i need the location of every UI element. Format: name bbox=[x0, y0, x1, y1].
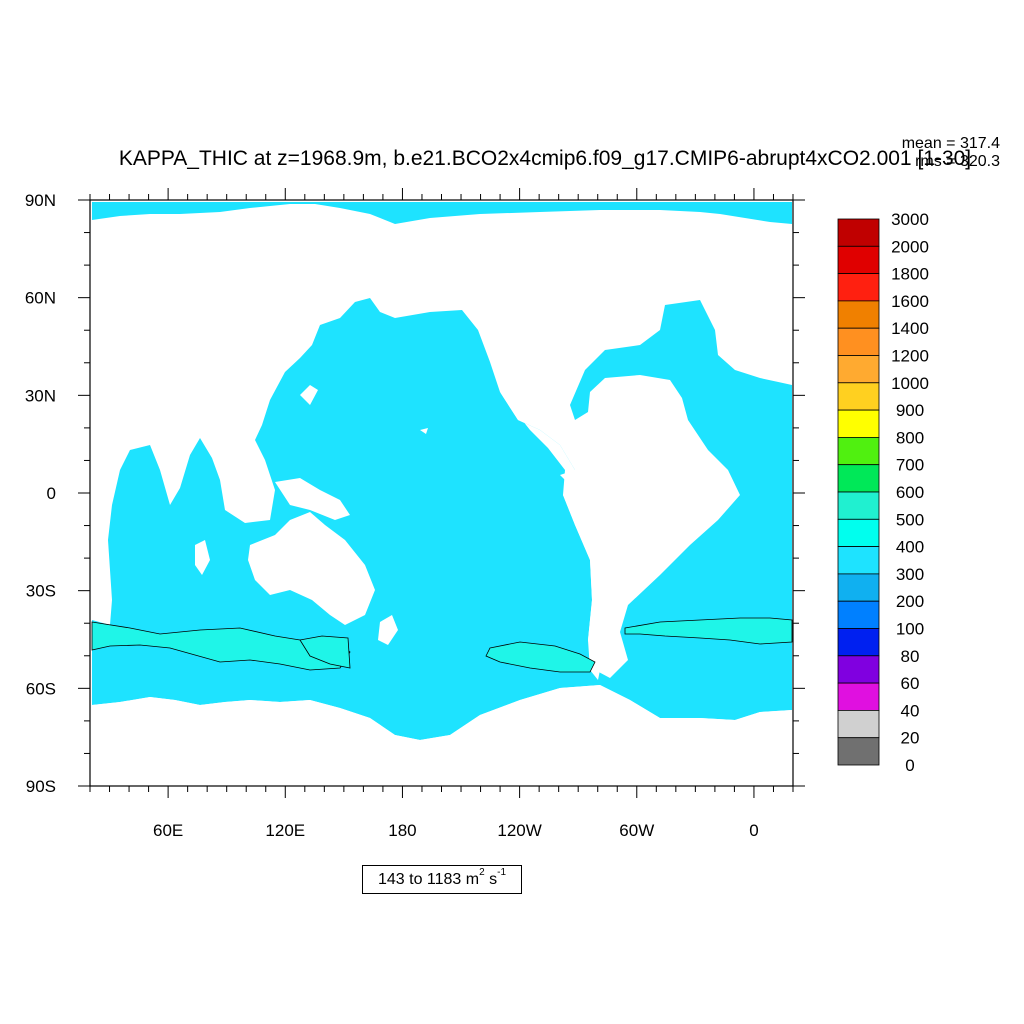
rms-label: rms = 320.3 bbox=[915, 153, 1000, 170]
lat-tick-label: 0 bbox=[47, 484, 56, 503]
mean-label: mean = 317.4 bbox=[902, 135, 1000, 152]
colorbar-label: 1800 bbox=[891, 265, 929, 284]
colorbar-label: 300 bbox=[896, 565, 924, 584]
colorbar-swatch bbox=[837, 218, 880, 247]
colorbar-swatch bbox=[837, 518, 880, 547]
lat-tick-label: 60N bbox=[25, 289, 56, 308]
colorbar-swatch bbox=[837, 464, 880, 493]
lon-tick-label: 0 bbox=[749, 821, 758, 840]
colorbar-label: 60 bbox=[901, 674, 920, 693]
lon-tick-label: 120E bbox=[265, 821, 305, 840]
colorbar-swatch bbox=[837, 273, 880, 302]
colorbar-swatch bbox=[837, 300, 880, 329]
map-panel: 60E 120E 180 120W 60W 0 90N 60N 30N 0 30S 60S 90S bbox=[25, 188, 805, 840]
colorbar-swatch bbox=[837, 436, 880, 466]
colorbar-label: 2000 bbox=[891, 237, 929, 256]
range-exp-1: 2 bbox=[479, 867, 485, 878]
colorbar-swatch bbox=[837, 628, 880, 657]
colorbar-label: 200 bbox=[896, 592, 924, 611]
lat-tick-label: 90S bbox=[26, 777, 56, 796]
australia-land bbox=[248, 512, 375, 625]
americas-land bbox=[500, 392, 668, 680]
colorbar-swatch bbox=[837, 409, 880, 438]
range-prefix: 143 to 1183 m bbox=[377, 871, 480, 888]
colorbar-swatch bbox=[837, 710, 880, 739]
colorbar-label: 3000 bbox=[891, 210, 929, 229]
lat-tick-label: 30N bbox=[25, 386, 56, 405]
lon-tick-label: 120W bbox=[497, 821, 541, 840]
madagascar-land bbox=[195, 540, 210, 575]
southern-ocean-contours bbox=[91, 617, 793, 673]
colorbar-label: 0 bbox=[905, 756, 914, 775]
lon-tick-label: 60W bbox=[619, 821, 654, 840]
lon-tick-label: 180 bbox=[388, 821, 416, 840]
antarctica-land bbox=[92, 685, 792, 784]
enhanced-zone-indian-sector bbox=[91, 621, 351, 671]
lon-tick-label: 60E bbox=[153, 821, 183, 840]
enhanced-zone-pacific-sector bbox=[485, 641, 596, 673]
enhanced-zone-atlantic-sector bbox=[624, 617, 793, 645]
colorbar-label: 1000 bbox=[891, 374, 929, 393]
colorbar-label: 40 bbox=[901, 701, 920, 720]
pacific-indian-southern-ocean bbox=[92, 298, 792, 740]
colorbar-label: 80 bbox=[901, 647, 920, 666]
colorbar-swatch bbox=[837, 655, 880, 684]
arctic-ocean bbox=[92, 202, 792, 224]
lat-tick-label: 90N bbox=[25, 191, 56, 210]
plot-title: KAPPA_THIC at z=1968.9m, b.e21.BCO2x4cmi… bbox=[119, 147, 971, 170]
colorbar-swatch bbox=[837, 546, 880, 575]
colorbar: 3000200018001600140012001000900800700600… bbox=[837, 210, 929, 775]
colorbar-swatch bbox=[837, 327, 880, 356]
colorbar-label: 500 bbox=[896, 510, 924, 529]
colorbar-label: 900 bbox=[896, 401, 924, 420]
colorbar-label: 100 bbox=[896, 620, 924, 639]
colorbar-label: 1200 bbox=[891, 347, 929, 366]
japan-land bbox=[300, 385, 318, 405]
landmasses bbox=[92, 385, 792, 784]
colorbar-swatch bbox=[837, 382, 880, 411]
colorbar-label: 600 bbox=[896, 483, 924, 502]
colorbar-label: 1600 bbox=[891, 292, 929, 311]
colorbar-swatch bbox=[837, 737, 880, 766]
new-zealand-land bbox=[378, 615, 398, 645]
ocean-field bbox=[92, 202, 792, 740]
colorbar-label: 800 bbox=[896, 428, 924, 447]
colorbar-swatch bbox=[837, 245, 880, 275]
colorbar-label: 700 bbox=[896, 456, 924, 475]
caribbean-land bbox=[560, 470, 585, 485]
colorbar-swatch bbox=[837, 355, 880, 384]
range-exp-2: -1 bbox=[497, 867, 507, 878]
colorbar-label: 20 bbox=[901, 729, 920, 748]
enhanced-zone-tasman bbox=[299, 635, 351, 669]
value-range-box: 143 to 1183 m2 s-1 bbox=[362, 865, 522, 894]
lat-tick-label: 60S bbox=[26, 679, 56, 698]
colorbar-swatch bbox=[837, 491, 880, 520]
colorbar-label: 400 bbox=[896, 538, 924, 557]
maritime-islands bbox=[275, 478, 350, 520]
colorbar-swatch bbox=[837, 682, 880, 711]
lat-tick-label: 30S bbox=[26, 582, 56, 601]
colorbar-swatch bbox=[837, 600, 880, 629]
colorbar-swatch bbox=[837, 573, 880, 602]
range-middle: s bbox=[484, 871, 498, 888]
map-ticks: 60E 120E 180 120W 60W 0 90N 60N 30N 0 30S 60S 90S bbox=[25, 188, 805, 840]
colorbar-label: 1400 bbox=[891, 319, 929, 338]
hawaii-land bbox=[420, 428, 428, 434]
